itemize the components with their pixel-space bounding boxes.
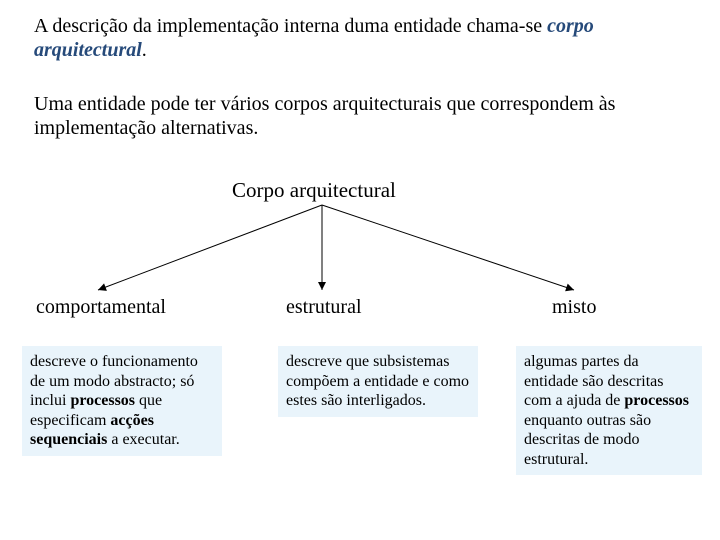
desc-text-run: descreve que subsistemas compõem a entid… — [286, 353, 469, 409]
intro-pre: A descrição da implementação interna dum… — [34, 15, 547, 37]
desc-bold-run: processos — [624, 392, 689, 409]
desc-bold-run: processos — [70, 392, 135, 409]
intro-post: . — [142, 39, 147, 61]
intro-paragraph: A descrição da implementação interna dum… — [34, 14, 674, 62]
leaf-comportamental: comportamental — [36, 296, 166, 319]
desc-comportamental: descreve o funcionamento de um modo abst… — [22, 346, 222, 456]
second-paragraph: Uma entidade pode ter vários corpos arqu… — [34, 92, 674, 140]
desc-estrutural: descreve que subsistemas compõem a entid… — [278, 346, 478, 417]
desc-misto: algumas partes da entidade são descritas… — [516, 346, 702, 475]
desc-text-run: enquanto outras são descritas de modo es… — [524, 412, 651, 468]
desc-text-run: a executar. — [107, 431, 179, 448]
tree-root-label: Corpo arquitectural — [232, 178, 396, 203]
leaf-misto: misto — [552, 296, 596, 319]
leaf-estrutural: estrutural — [286, 296, 362, 319]
